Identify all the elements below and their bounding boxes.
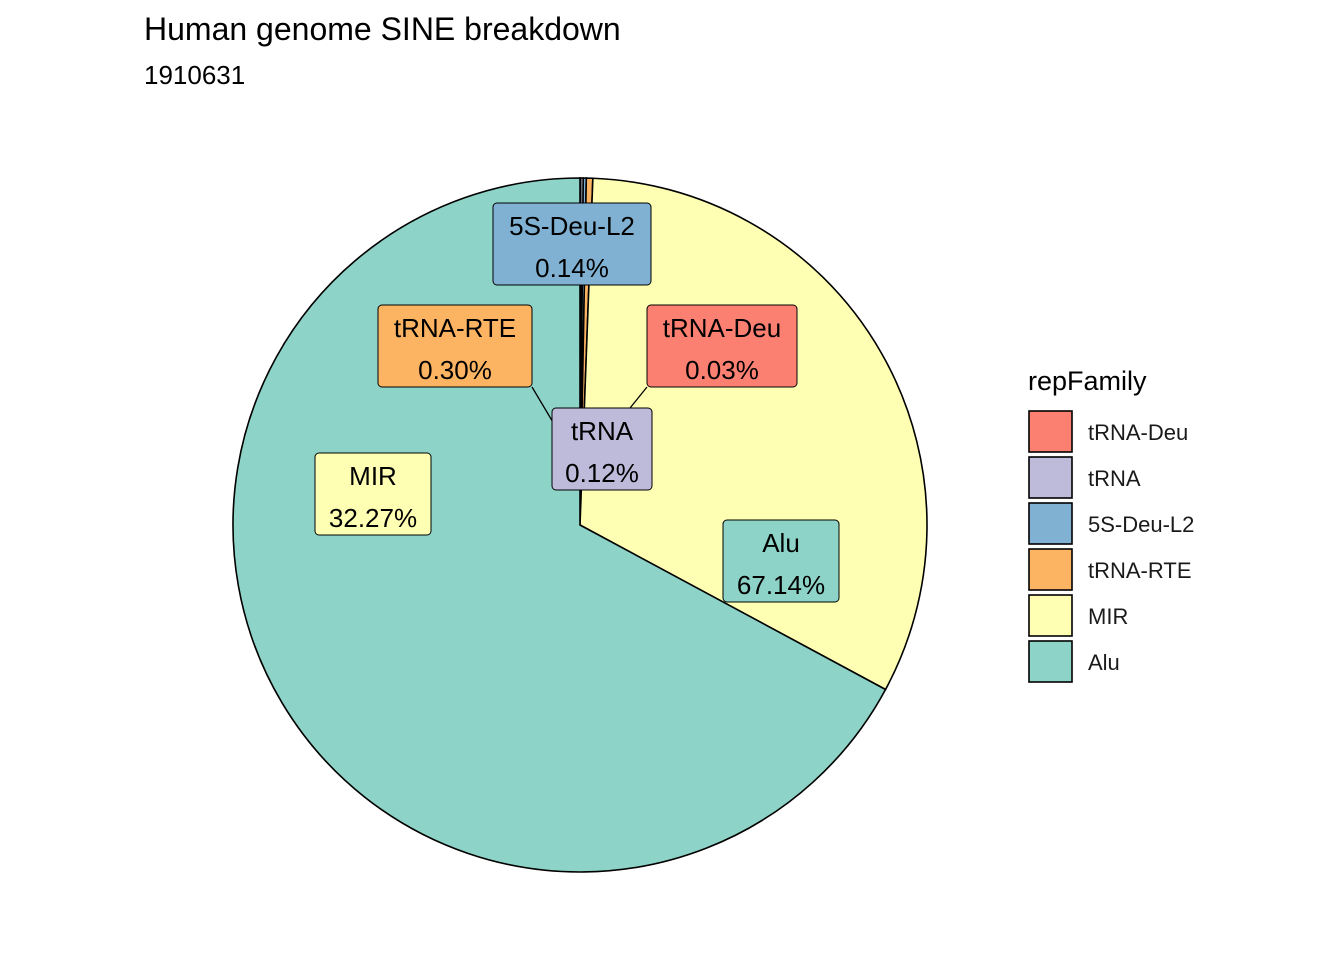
slice-percent-trna-rte: 0.30% xyxy=(418,355,492,385)
label-box-5s-deu-l2 xyxy=(492,202,652,286)
legend-items: tRNA-Deu tRNA 5S-Deu-L2 tRNA-RTE MIR Alu xyxy=(1028,410,1194,683)
slice-percent-trna: 0.12% xyxy=(565,458,639,488)
legend: repFamily tRNA-Deu tRNA 5S-Deu-L2 tRNA-RTE M… xyxy=(1028,366,1194,683)
legend-swatch-alu xyxy=(1028,640,1073,683)
chart-title: Human genome SINE breakdown xyxy=(144,11,621,47)
legend-title: repFamily xyxy=(1028,366,1147,396)
slice-percent-5s-deu-l2: 0.14% xyxy=(535,253,609,283)
slice-percent-mir: 32.27% xyxy=(329,503,417,533)
legend-swatch-mir xyxy=(1028,594,1073,637)
legend-label-alu: Alu xyxy=(1088,650,1120,675)
legend-swatch-5s-deu-l2 xyxy=(1028,502,1073,545)
slice-label-trna-deu: tRNA-Deu xyxy=(663,313,781,343)
legend-label-trna: tRNA xyxy=(1088,466,1141,491)
label-box-trna-rte xyxy=(377,304,533,388)
legend-label-trna-deu: tRNA-Deu xyxy=(1088,420,1188,445)
legend-label-5s-deu-l2: 5S-Deu-L2 xyxy=(1088,512,1194,537)
label-box-trna xyxy=(551,407,653,491)
chart-subtitle: 1910631 xyxy=(144,60,245,90)
slice-percent-trna-deu: 0.03% xyxy=(685,355,759,385)
slice-labels: tRNA-Deu 0.03% tRNA 0.12% 5S-Deu-L2 0.14% tRNA… xyxy=(314,202,840,603)
slice-label-trna-rte: tRNA-RTE xyxy=(394,313,516,343)
legend-swatch-trna-deu xyxy=(1028,410,1073,453)
slice-label-5s-deu-l2: 5S-Deu-L2 xyxy=(509,211,635,241)
slice-label-mir: MIR xyxy=(349,461,397,491)
legend-swatch-trna-rte xyxy=(1028,548,1073,591)
slice-label-trna: tRNA xyxy=(571,416,634,446)
slice-percent-alu: 67.14% xyxy=(737,570,825,600)
legend-label-trna-rte: tRNA-RTE xyxy=(1088,558,1192,583)
label-box-trna-deu xyxy=(646,304,798,388)
legend-label-mir: MIR xyxy=(1088,604,1128,629)
label-box-mir xyxy=(314,452,432,536)
slice-label-alu: Alu xyxy=(762,528,800,558)
label-box-alu xyxy=(722,519,840,603)
legend-swatch-trna xyxy=(1028,456,1073,499)
